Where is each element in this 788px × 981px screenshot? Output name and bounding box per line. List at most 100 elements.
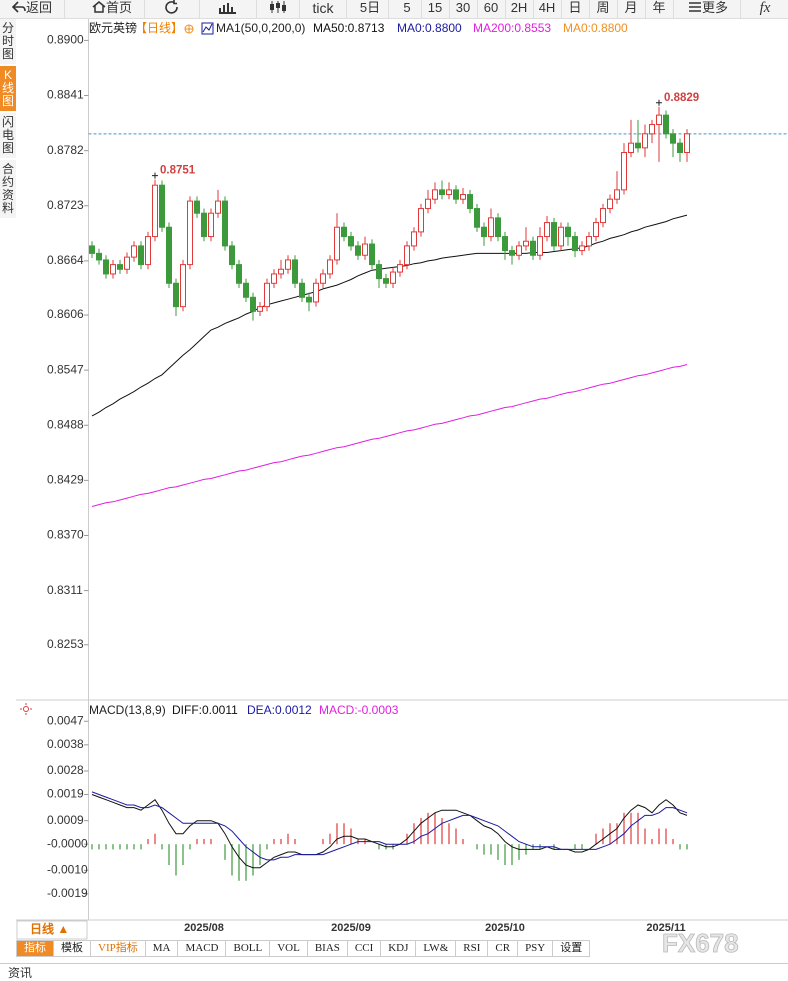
- indicator-tab[interactable]: BOLL: [226, 940, 271, 957]
- candle-body: [222, 200, 228, 247]
- footer: 资讯: [0, 963, 788, 981]
- candle-body: [446, 189, 452, 196]
- y-tick-label: 0.0047: [47, 713, 84, 727]
- candle-body: [96, 252, 102, 261]
- y-tick-label: 0.8723: [47, 198, 84, 212]
- indicator-tab[interactable]: RSI: [456, 940, 489, 957]
- candle-body: [201, 212, 207, 238]
- toolbar: 返回 首页 tick 更多 fx 5日 5 15 30 60 2H 4H 日周月年: [0, 0, 788, 19]
- formula-button[interactable]: fx: [759, 0, 771, 16]
- period-button[interactable]: 年: [645, 0, 674, 18]
- candle-body: [215, 200, 221, 214]
- sidebar-tab[interactable]: 分时图: [0, 19, 16, 64]
- candle-body: [579, 245, 585, 252]
- candle-body: [166, 226, 172, 284]
- period-selector-box[interactable]: [16, 920, 88, 940]
- sidebar-tab[interactable]: 合约资料: [0, 160, 16, 218]
- candle-body: [152, 184, 158, 238]
- candle-body: [292, 259, 298, 284]
- more-label: 更多: [701, 0, 728, 15]
- indicator-tab[interactable]: LW&: [416, 940, 457, 957]
- period-button[interactable]: 30: [449, 0, 478, 18]
- indicator-tab[interactable]: 设置: [553, 940, 591, 957]
- candle-body: [285, 259, 291, 270]
- y-tick-label: 0.0019: [47, 787, 84, 801]
- period-button[interactable]: 60: [477, 0, 506, 18]
- period-button[interactable]: 2H: [505, 0, 534, 18]
- candle-body: [488, 217, 494, 238]
- period-button[interactable]: 4H: [533, 0, 562, 18]
- chart-period: 【日线】: [135, 21, 183, 35]
- tick-button[interactable]: tick: [300, 0, 347, 18]
- candle-body: [670, 133, 676, 144]
- candle-body: [642, 133, 648, 149]
- x-tick-label: 2025/11: [646, 922, 685, 934]
- candle-body: [516, 245, 522, 256]
- period-button[interactable]: 5: [393, 0, 422, 18]
- back-icon: [11, 1, 26, 13]
- candle-body: [124, 256, 130, 270]
- candle-body: [180, 264, 186, 308]
- candle-body: [628, 142, 634, 154]
- chart-title: 欧元英镑: [89, 20, 137, 35]
- legend-entry: MA0:0.8800: [397, 21, 462, 35]
- legend-entry: MA50:0.8713: [313, 21, 385, 35]
- candle-body: [320, 273, 326, 284]
- sidebar-tab[interactable]: K线图: [0, 66, 16, 111]
- indicator-tab[interactable]: 模板: [54, 940, 91, 957]
- indicator-tab[interactable]: PSY: [518, 940, 554, 957]
- chart-style-button[interactable]: [200, 0, 257, 18]
- period-button[interactable]: 日: [561, 0, 590, 18]
- candle-body: [677, 142, 683, 154]
- candle-body: [278, 268, 284, 275]
- candle-body: [362, 243, 368, 256]
- candle-body: [586, 236, 592, 247]
- more-button[interactable]: 更多: [676, 0, 741, 18]
- candle-body: [229, 245, 235, 266]
- indicator-name: MA1(50,0,200,0): [216, 21, 305, 35]
- period-button[interactable]: 5日: [352, 0, 389, 18]
- indicator-tab[interactable]: MA: [145, 940, 179, 957]
- back-button[interactable]: 返回: [0, 0, 65, 18]
- candle-body: [355, 245, 361, 256]
- high-label: 0.8829: [664, 92, 699, 104]
- period-button[interactable]: 周: [589, 0, 618, 18]
- home-button[interactable]: 首页: [80, 0, 145, 18]
- candle-body: [684, 133, 690, 154]
- indicator-icon[interactable]: [201, 22, 214, 35]
- indicator-tab[interactable]: MACD: [178, 940, 227, 957]
- period-button[interactable]: 15: [421, 0, 450, 18]
- candle-body: [551, 222, 557, 247]
- candle-style-button[interactable]: [257, 0, 300, 18]
- candle-body: [572, 236, 578, 252]
- candle-body: [502, 236, 508, 252]
- indicator-tab[interactable]: CR: [488, 940, 519, 957]
- indicator-tab[interactable]: VIP指标: [91, 940, 146, 957]
- y-tick-label: 0.8547: [47, 362, 84, 376]
- candle-body: [390, 271, 396, 284]
- refresh-button[interactable]: [145, 0, 200, 18]
- candles-icon: [270, 1, 286, 13]
- add-icon[interactable]: [184, 24, 194, 34]
- refresh-icon: [165, 0, 178, 14]
- indicator-tab[interactable]: CCI: [347, 940, 382, 957]
- footer-label[interactable]: 资讯: [8, 966, 33, 980]
- indicator-tab[interactable]: BIAS: [307, 940, 348, 957]
- sidebar-tab[interactable]: 闪电图: [0, 113, 16, 158]
- period-selector[interactable]: 日线 ▲: [30, 921, 69, 936]
- candle-body: [383, 278, 389, 284]
- candle-body: [306, 296, 312, 303]
- y-tick-label: 0.0038: [47, 737, 84, 751]
- home-label: 首页: [105, 0, 132, 15]
- y-tick-label: 0.0009: [47, 813, 84, 827]
- macd-line: [91, 794, 688, 869]
- candle-body: [334, 226, 340, 261]
- indicator-tab[interactable]: VOL: [270, 940, 308, 957]
- candle-body: [467, 194, 473, 210]
- indicator-tab[interactable]: KDJ: [381, 940, 417, 957]
- candle-body: [208, 212, 214, 238]
- candle-body: [635, 142, 641, 149]
- period-button[interactable]: 月: [617, 0, 646, 18]
- indicator-tab[interactable]: 指标: [16, 940, 54, 957]
